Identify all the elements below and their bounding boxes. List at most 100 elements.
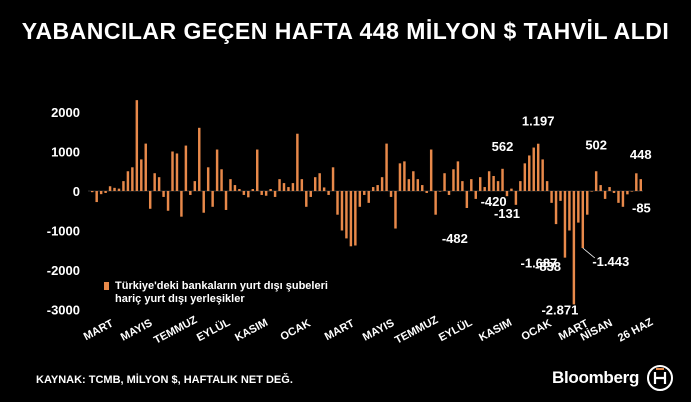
bar [559,191,562,201]
bar [461,181,464,191]
bar [211,191,214,207]
bar [318,173,321,191]
bar [224,191,228,210]
bar [523,163,527,191]
y-tick-label: 2000 [51,105,80,120]
bar [421,185,424,191]
bar [371,187,375,191]
bar [407,179,411,191]
bar [287,187,290,191]
legend: Türkiye'deki bankaların yurt dışı şubele… [104,280,328,305]
bar-series [91,100,642,305]
value-label: 562 [492,139,514,154]
bar [349,191,353,247]
legend-text-line1: Türkiye'deki bankaların yurt dışı şubele… [115,280,328,292]
bar [398,163,402,191]
data-annotations: 1.197 562 502 448 -482 -420-131 -838-1.687 -1.4… [442,114,652,318]
bar [639,179,642,191]
bar [198,127,201,191]
x-tick-label: OCAK [519,317,553,343]
bar [135,100,139,191]
bar [117,188,121,191]
bar [162,191,165,197]
bar [358,191,362,207]
x-tick-label: EYLÜL [194,316,232,345]
bar [612,191,616,193]
bar [95,191,98,203]
value-label: -85 [632,200,651,215]
bar [501,168,504,191]
bar [545,181,549,191]
bar [519,181,522,191]
bar [568,191,571,231]
bar [429,149,433,191]
bar [541,159,544,191]
x-tick-label: MART [323,317,357,343]
bar [108,186,112,191]
bar [322,187,326,191]
bar [278,179,281,191]
x-tick-label: MAYIS [361,317,397,343]
bar [131,167,134,191]
annotation-leader [582,247,596,259]
value-label: 1.197 [522,114,555,129]
bar [336,191,339,215]
bar [630,191,634,192]
bar [256,149,259,191]
bar [599,185,602,191]
y-tick-label: 0 [73,184,80,199]
bar [180,191,183,217]
bar [171,151,174,191]
y-tick-label: -1000 [47,224,80,239]
bar [153,173,156,191]
bar [206,167,210,191]
bar [394,191,397,229]
chart-title: YABANCILAR GEÇEN HAFTA 448 MİLYON $ TAHV… [21,18,670,44]
bar [148,191,152,209]
bar [233,185,237,191]
bar [296,133,299,191]
value-label: -838 [535,259,561,274]
bar [251,189,255,191]
bar [528,155,531,191]
bar [536,143,540,191]
value-label: -1.443 [592,254,629,269]
ht-logo-icon [647,365,674,391]
bar [264,191,268,196]
bar [586,191,589,215]
bar [389,191,393,197]
x-tick-label: TEMMUZ [152,314,199,347]
bar [269,189,272,191]
bar [514,191,518,205]
bar [363,191,366,195]
bar [635,173,638,191]
y-tick-label: -2000 [47,263,80,278]
bar [140,159,143,191]
value-label: 502 [585,137,607,152]
bar [242,191,246,195]
bar [260,191,263,195]
bar [126,171,130,191]
bar [238,189,241,191]
bar [412,171,415,191]
bar [291,183,295,191]
bar [215,149,219,191]
bar [327,191,330,195]
x-tick-label: OCAK [278,317,312,343]
bar [425,191,428,193]
bar [184,145,188,191]
bar [229,179,232,191]
bar [452,169,455,191]
x-tick-label: 26 HAZ [616,316,655,345]
bar [166,191,170,211]
bar [309,191,312,197]
bar [300,179,304,191]
bar [577,191,580,223]
bar [563,191,567,258]
bar [483,187,486,191]
bar [157,177,161,191]
bar [313,177,317,191]
value-label: -420 [481,194,507,209]
bar [554,191,558,225]
